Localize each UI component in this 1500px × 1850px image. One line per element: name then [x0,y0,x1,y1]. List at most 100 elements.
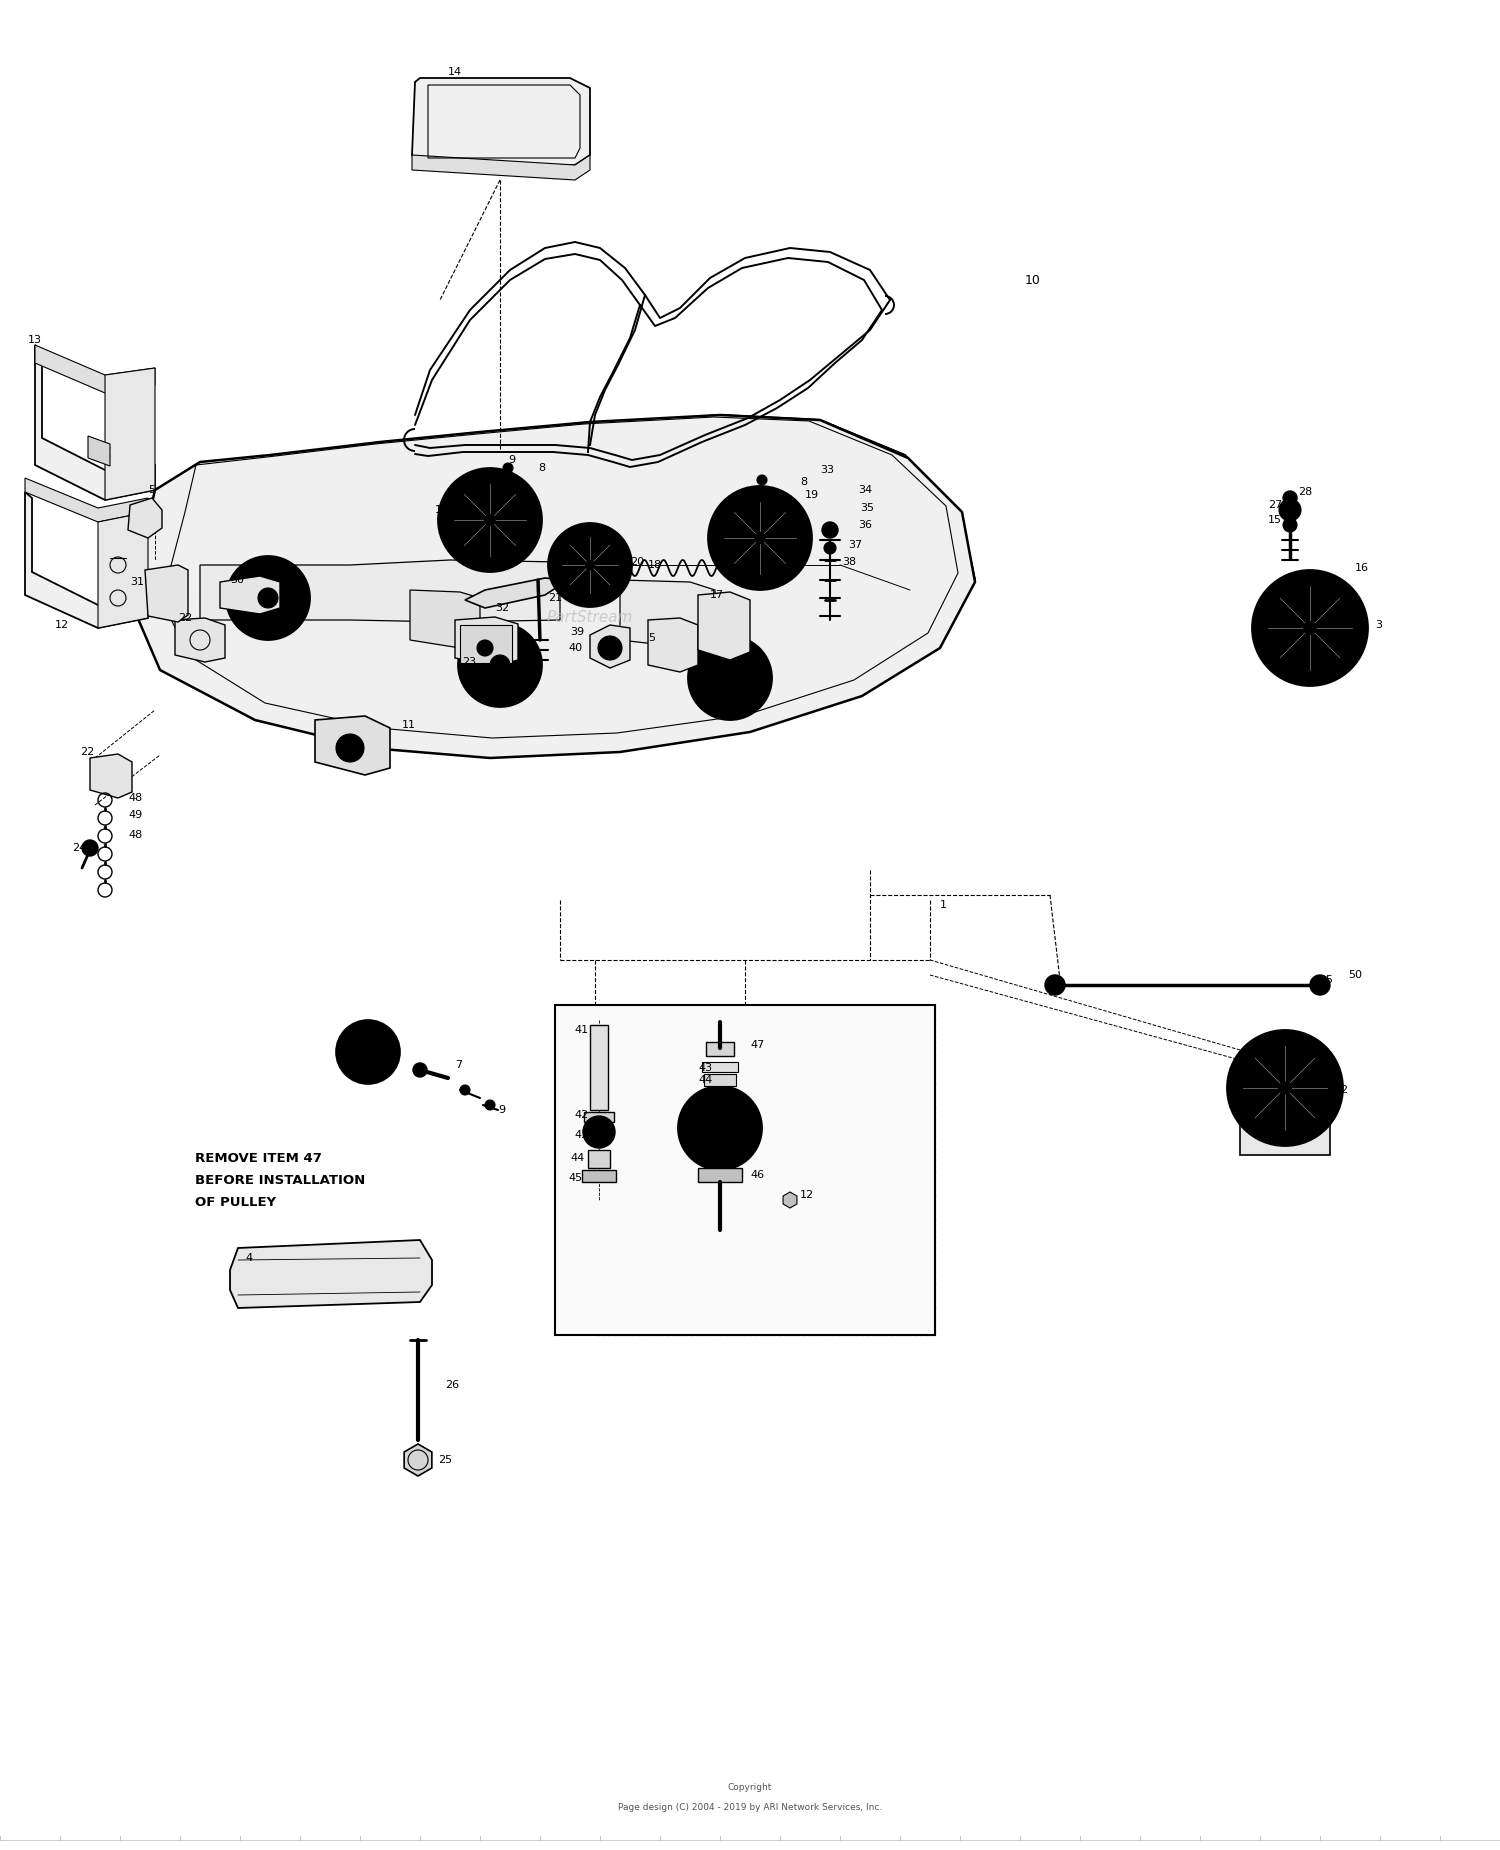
Circle shape [360,1043,376,1060]
Circle shape [240,570,296,625]
Polygon shape [90,755,132,797]
Circle shape [348,1032,388,1071]
Text: 40: 40 [568,644,582,653]
Bar [582,1169,616,1182]
Polygon shape [230,1240,432,1308]
Text: 12: 12 [800,1190,814,1201]
Polygon shape [98,512,148,627]
Text: 31: 31 [130,577,144,586]
Text: Copyright: Copyright [728,1783,772,1793]
Circle shape [458,623,542,707]
Bar [698,1167,742,1182]
Circle shape [548,524,632,607]
Circle shape [336,734,364,762]
Circle shape [591,1125,608,1140]
Circle shape [490,655,510,675]
Circle shape [1296,614,1324,642]
Polygon shape [620,581,716,647]
Circle shape [484,1101,495,1110]
Text: 34: 34 [858,485,871,496]
Circle shape [460,1084,470,1095]
Text: 45: 45 [568,1173,582,1182]
Text: 2: 2 [1340,1084,1347,1095]
Text: 22: 22 [178,612,192,623]
Circle shape [580,555,600,575]
Text: 42: 42 [574,1110,588,1119]
Polygon shape [130,414,975,758]
Circle shape [1046,975,1065,995]
Text: 5: 5 [648,633,656,644]
Circle shape [754,533,765,544]
Circle shape [1282,490,1298,505]
Circle shape [692,1101,748,1156]
Polygon shape [315,716,390,775]
Polygon shape [34,344,154,500]
Polygon shape [34,344,154,392]
Text: 27: 27 [1268,500,1282,511]
Polygon shape [200,561,560,622]
Polygon shape [783,1191,796,1208]
Circle shape [345,744,355,753]
Circle shape [562,536,618,594]
Polygon shape [128,498,162,538]
Text: 16: 16 [1354,562,1370,574]
Text: 4: 4 [244,1252,252,1264]
Text: 35: 35 [859,503,874,512]
Text: 50: 50 [1348,969,1362,981]
Text: 48: 48 [128,794,142,803]
Circle shape [454,485,526,557]
Circle shape [82,840,98,857]
Circle shape [702,649,758,707]
Text: 44: 44 [698,1075,712,1084]
Text: BEFORE INSTALLATION: BEFORE INSTALLATION [195,1173,366,1186]
Circle shape [1310,975,1330,995]
Circle shape [477,640,494,657]
Bar [706,1042,734,1056]
Text: 30: 30 [230,575,244,585]
Circle shape [720,668,740,688]
Circle shape [708,487,812,590]
Polygon shape [26,477,148,522]
Circle shape [1278,1082,1292,1095]
Circle shape [438,468,542,572]
Text: 49: 49 [128,810,142,820]
Circle shape [1244,1045,1328,1130]
Circle shape [1268,586,1352,670]
Polygon shape [454,618,518,666]
Circle shape [758,475,766,485]
Polygon shape [413,155,590,179]
Text: Page design (C) 2004 - 2019 by ARI Network Services, Inc.: Page design (C) 2004 - 2019 by ARI Netwo… [618,1804,882,1813]
Circle shape [824,542,836,553]
Circle shape [584,1116,615,1149]
Text: 5: 5 [1324,975,1332,984]
Text: 46: 46 [750,1169,764,1180]
Circle shape [724,501,796,574]
Polygon shape [465,577,568,609]
Text: 19: 19 [806,490,819,500]
Circle shape [748,525,772,549]
Bar [1240,1101,1330,1154]
Circle shape [598,636,622,660]
Polygon shape [105,368,154,500]
Circle shape [336,1019,400,1084]
Text: 43: 43 [574,1130,588,1140]
Text: 18: 18 [648,561,662,570]
Text: 44: 44 [570,1153,585,1164]
Text: 3: 3 [1376,620,1382,631]
Text: 37: 37 [847,540,862,549]
Text: 14: 14 [448,67,462,78]
Polygon shape [88,437,110,466]
Polygon shape [404,1445,432,1476]
Text: 43: 43 [698,1064,712,1073]
Text: 20: 20 [630,557,644,566]
Text: 15: 15 [1268,514,1282,525]
Circle shape [1252,570,1368,686]
Circle shape [716,1123,724,1132]
Text: 23: 23 [462,657,476,668]
Text: 22: 22 [80,747,94,757]
Polygon shape [154,414,904,525]
Bar [460,625,512,662]
Polygon shape [590,625,630,668]
Polygon shape [176,618,225,662]
Circle shape [678,1086,762,1169]
